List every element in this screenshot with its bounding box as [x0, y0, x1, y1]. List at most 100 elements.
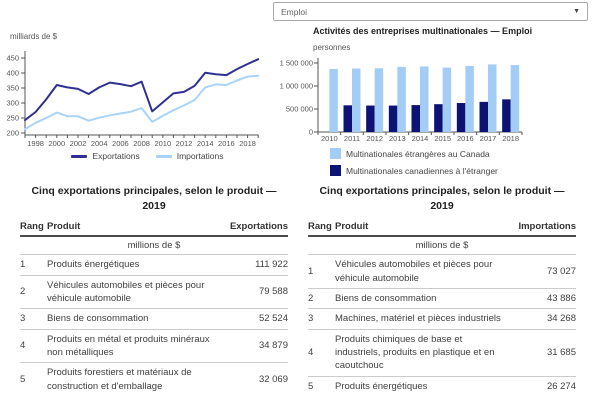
bar-dark-2018: [502, 99, 511, 132]
y-tick-label: 400: [6, 69, 19, 78]
imports-table: Rang Produit Importations millions de $1 Véh…: [308, 219, 576, 395]
bar-light-2018: [510, 65, 520, 132]
y-tick-label: 250: [6, 114, 19, 123]
unit-label: millions de $: [308, 236, 576, 256]
exports-table: Rang Produit Exportations millions de $1 Pro…: [20, 219, 288, 395]
legend-label: Exportations: [92, 151, 140, 161]
rank-cell: 4: [20, 329, 47, 364]
bar-light-2013: [397, 66, 406, 132]
table-row: 5 Produits énergétiques 26 274: [308, 376, 576, 396]
column-header: Exportations: [222, 219, 288, 238]
table-row: 3 Biens de consommation 52 524: [20, 308, 288, 330]
product-cell: Biens de consommation: [47, 308, 222, 330]
legend-item: Multinationales canadiennes à l'étranger: [330, 165, 498, 176]
bar-chart-svg: 0 500 000 1 000 000 1 500 000 2010 2011 2012 20…: [280, 58, 523, 143]
x-tick-label: 2018: [502, 134, 519, 143]
x-tick-label: 2002: [70, 139, 87, 148]
y-tick-label: 300: [6, 99, 19, 108]
rank-cell: 3: [20, 308, 47, 330]
x-tick-label: 2012: [176, 139, 193, 148]
unit-label: millions de $: [20, 236, 288, 256]
x-tick-label: 2014: [197, 139, 214, 148]
product-cell: Véhicules automobiles et pièces pour véh…: [47, 275, 222, 310]
value-cell: 43 886: [510, 288, 576, 310]
exports-table-title: Cinq exportations principales, selon le …: [31, 185, 277, 213]
table-row: 1 Produits énergétiques 111 922: [20, 254, 288, 276]
product-cell: Produits énergétiques: [47, 254, 222, 276]
imports-table-title: Cinq exportations principales, selon le …: [319, 185, 565, 213]
column-header: Rang: [20, 219, 47, 238]
legend-square-swatch: [330, 148, 341, 159]
rank-cell: 4: [308, 329, 335, 377]
bar-light-2014: [420, 66, 429, 132]
x-tick-label: 2008: [133, 139, 150, 148]
imports-table-section: Cinq exportations principales, selon le …: [308, 184, 576, 396]
rank-cell: 2: [308, 288, 335, 310]
legend-label: Multinationales canadiennes à l'étranger: [346, 165, 498, 176]
rank-cell: 3: [308, 308, 335, 330]
value-cell: 79 588: [222, 275, 288, 310]
table-row: 2 Véhicules automobiles et pièces pour vé…: [20, 275, 288, 310]
bar-light-2010: [329, 68, 338, 132]
x-tick-label: 2006: [112, 139, 129, 148]
table-row: 4 Produits chimiques de base et industrie…: [308, 329, 576, 377]
series-Importations: [24, 74, 260, 131]
column-header: Produit: [335, 219, 510, 238]
legend-line-swatch: [71, 154, 88, 158]
bar-light-2016: [465, 65, 474, 132]
dropdown-selected-value: Emploi: [281, 6, 307, 17]
rank-cell: 1: [308, 254, 335, 290]
value-cell: 31 685: [510, 329, 576, 377]
bar-dark-2012: [366, 105, 375, 132]
y-tick-label: 1 000 000: [280, 82, 313, 91]
rank-cell: 2: [20, 275, 47, 310]
product-cell: Biens de consommation: [335, 288, 510, 310]
legend-item: Importations: [155, 151, 224, 161]
line-chart-svg: 200 250 300 350 400 450 1998 2000 2002 2004 2006 20…: [6, 51, 260, 148]
bar-dark-2014: [411, 105, 420, 132]
x-tick-label: 1998: [27, 139, 44, 148]
rank-cell: 1: [20, 254, 47, 276]
value-cell: 34 879: [222, 329, 288, 364]
bar-chart-legend: Multinationales étrangères au Canada Mult…: [330, 148, 498, 176]
line-chart-y-unit: milliards de $: [10, 32, 58, 41]
bar-light-2015: [442, 67, 452, 132]
y-tick-label: 200: [6, 129, 19, 138]
table-header-row: Rang Produit Importations: [308, 219, 576, 238]
legend-line-swatch: [155, 154, 172, 158]
product-cell: Véhicules automobiles et pièces pour véh…: [335, 254, 510, 290]
x-tick-label: 2017: [480, 134, 497, 143]
unit-row: millions de $: [308, 236, 576, 256]
indicator-dropdown[interactable]: Emploi ▼: [273, 2, 588, 21]
legend-label: Importations: [176, 151, 224, 161]
legend-square-swatch: [330, 165, 341, 176]
table-row: 5 Produits forestiers et matériaux de con…: [20, 363, 288, 396]
product-cell: Produits forestiers et matériaux de cons…: [47, 367, 192, 392]
x-tick-label: 2016: [457, 134, 474, 143]
value-cell: 111 922: [222, 254, 288, 276]
line-chart-axes: [24, 51, 259, 136]
column-header: Produit: [47, 219, 222, 238]
x-tick-label: 2013: [389, 134, 406, 143]
x-tick-label: 2010: [321, 134, 338, 143]
bar-light-2017: [488, 64, 497, 132]
y-tick-label: 0: [309, 128, 313, 137]
value-cell: 26 274: [546, 380, 576, 392]
bar-chart-y-unit: personnes: [313, 43, 351, 52]
table-row: 1 Véhicules automobiles et pièces pour vé…: [308, 254, 576, 290]
value-cell: 34 268: [510, 308, 576, 330]
rank-cell: 5: [308, 380, 314, 392]
value-cell: 32 069: [258, 373, 288, 385]
x-tick-label: 2015: [434, 134, 451, 143]
x-tick-label: 2011: [344, 134, 360, 143]
value-cell: 73 027: [510, 254, 576, 290]
product-cell: Machines, matériel et pièces industriels: [335, 308, 510, 330]
y-tick-label: 350: [6, 84, 19, 93]
series-Exportations: [24, 58, 260, 122]
y-tick-label: 500 000: [286, 105, 313, 114]
table-header-row: Rang Produit Exportations: [20, 219, 288, 238]
x-tick-label: 2014: [412, 134, 429, 143]
y-tick-label: 1 500 000: [280, 59, 313, 68]
bar-dark-2015: [434, 104, 443, 132]
